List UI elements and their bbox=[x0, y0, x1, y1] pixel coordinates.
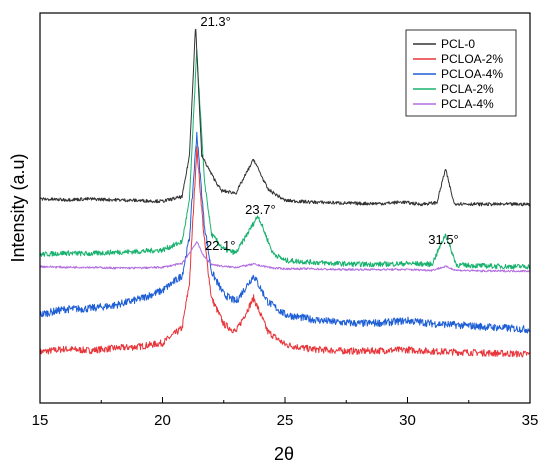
peak-annotation: 31.5° bbox=[428, 232, 459, 247]
legend-label: PCLA-2% bbox=[441, 82, 494, 96]
x-tick-label: 30 bbox=[399, 412, 416, 429]
x-tick-label: 20 bbox=[154, 412, 171, 429]
series-layer bbox=[39, 28, 531, 358]
legend-box bbox=[405, 29, 517, 117]
x-tick-label: 15 bbox=[32, 412, 49, 429]
y-axis-title: Intensity (a.u) bbox=[8, 153, 28, 262]
series-line-pcloa-2- bbox=[39, 146, 531, 358]
series-line-pcla-4- bbox=[39, 241, 531, 273]
peak-annotation: 21.3° bbox=[200, 14, 231, 29]
x-tick-label: 25 bbox=[277, 412, 294, 429]
series-line-pcla-2- bbox=[39, 49, 531, 270]
x-axis-title: 2θ bbox=[274, 444, 294, 464]
x-axis-ticks: 15 20 25 30 35 bbox=[32, 397, 539, 429]
legend-label: PCL-0 bbox=[441, 37, 475, 51]
legend-label: PCLOA-2% bbox=[441, 52, 503, 66]
peak-annotation: 23.7° bbox=[245, 202, 276, 217]
series-line-pcloa-4- bbox=[39, 131, 531, 334]
legend-label: PCLOA-4% bbox=[441, 67, 503, 81]
x-tick-label: 35 bbox=[522, 412, 539, 429]
series-line-pcl-0 bbox=[39, 28, 531, 207]
peak-annotations: 21.3° 22.1° 23.7° 31.5° bbox=[200, 14, 458, 253]
peak-annotation: 22.1° bbox=[205, 238, 236, 253]
legend-label: PCLA-4% bbox=[441, 97, 494, 111]
